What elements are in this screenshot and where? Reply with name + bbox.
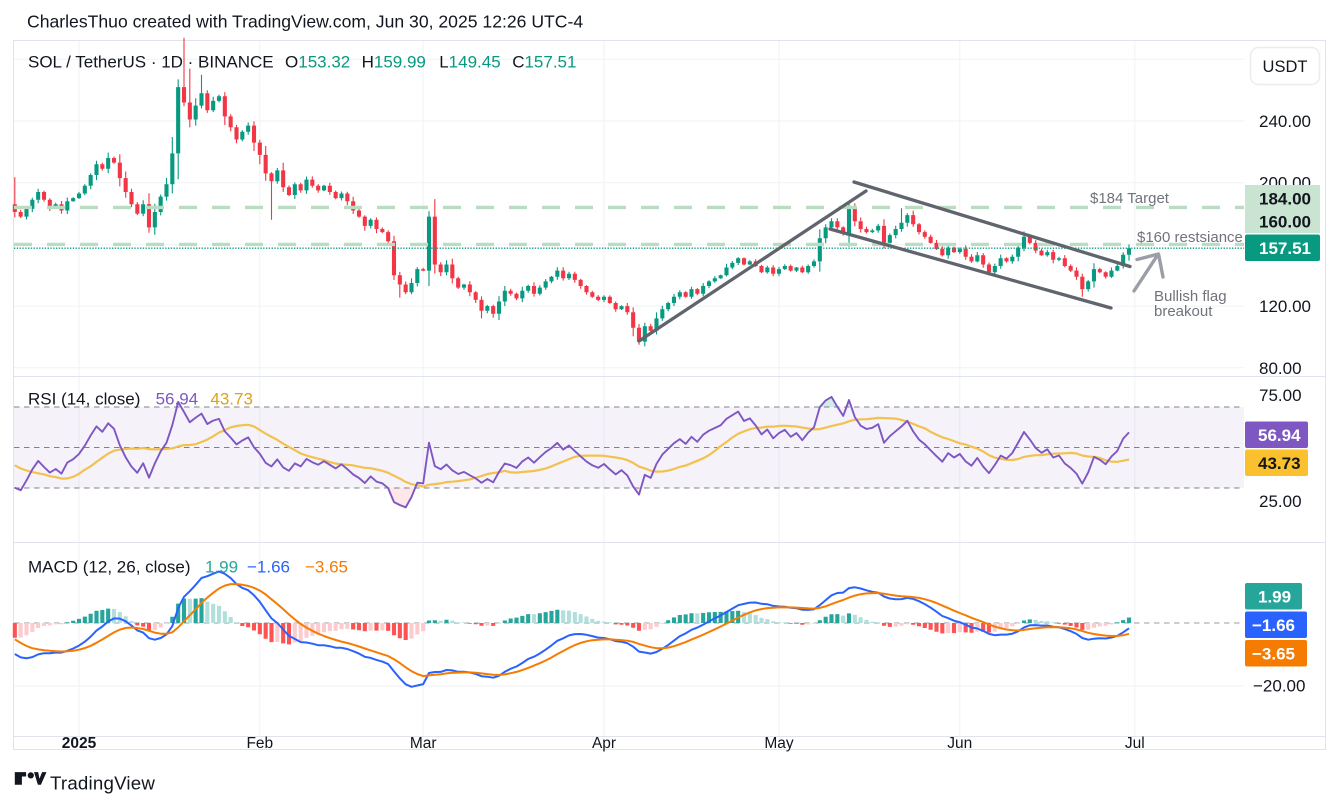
svg-text:$184 Target: $184 Target: [1090, 190, 1170, 207]
svg-text:MACD (12, 26, close): MACD (12, 26, close): [28, 558, 191, 577]
svg-text:−1.66: −1.66: [247, 558, 290, 577]
svg-text:25.00: 25.00: [1259, 492, 1302, 511]
svg-text:−3.65: −3.65: [1252, 645, 1295, 664]
svg-text:1.99: 1.99: [1258, 588, 1291, 607]
svg-text:TradingView: TradingView: [50, 773, 155, 794]
svg-text:May: May: [764, 735, 794, 752]
svg-text:157.51: 157.51: [1259, 239, 1311, 258]
svg-text:1.99: 1.99: [205, 558, 238, 577]
svg-text:−20.00: −20.00: [1253, 677, 1305, 696]
svg-text:56.94: 56.94: [156, 390, 199, 409]
svg-text:RSI (14, close): RSI (14, close): [28, 390, 140, 409]
svg-text:Bullish flag: Bullish flag: [1154, 288, 1227, 305]
svg-text:breakout: breakout: [1154, 303, 1213, 320]
svg-text:CharlesThuo created with Tradi: CharlesThuo created with TradingView.com…: [27, 12, 583, 32]
svg-text:Jun: Jun: [947, 735, 972, 752]
svg-text:120.00: 120.00: [1259, 297, 1311, 316]
svg-text:$160 restsiance: $160 restsiance: [1137, 229, 1243, 246]
svg-text:240.00: 240.00: [1259, 112, 1311, 131]
svg-text:43.73: 43.73: [1258, 454, 1301, 473]
svg-text:80.00: 80.00: [1259, 359, 1302, 378]
svg-text:Apr: Apr: [592, 735, 616, 752]
svg-text:−1.66: −1.66: [1252, 616, 1295, 635]
svg-text:USDT: USDT: [1263, 58, 1308, 76]
svg-text:Feb: Feb: [246, 735, 273, 752]
svg-text:Jul: Jul: [1125, 735, 1145, 752]
svg-text:75.00: 75.00: [1259, 386, 1302, 405]
svg-text:184.00: 184.00: [1259, 190, 1311, 209]
svg-text:56.94: 56.94: [1258, 426, 1301, 445]
svg-text:−3.65: −3.65: [305, 558, 348, 577]
svg-text:160.00: 160.00: [1259, 213, 1311, 232]
svg-text:Mar: Mar: [410, 735, 437, 752]
svg-text:43.73: 43.73: [210, 390, 253, 409]
svg-text:2025: 2025: [62, 735, 97, 752]
